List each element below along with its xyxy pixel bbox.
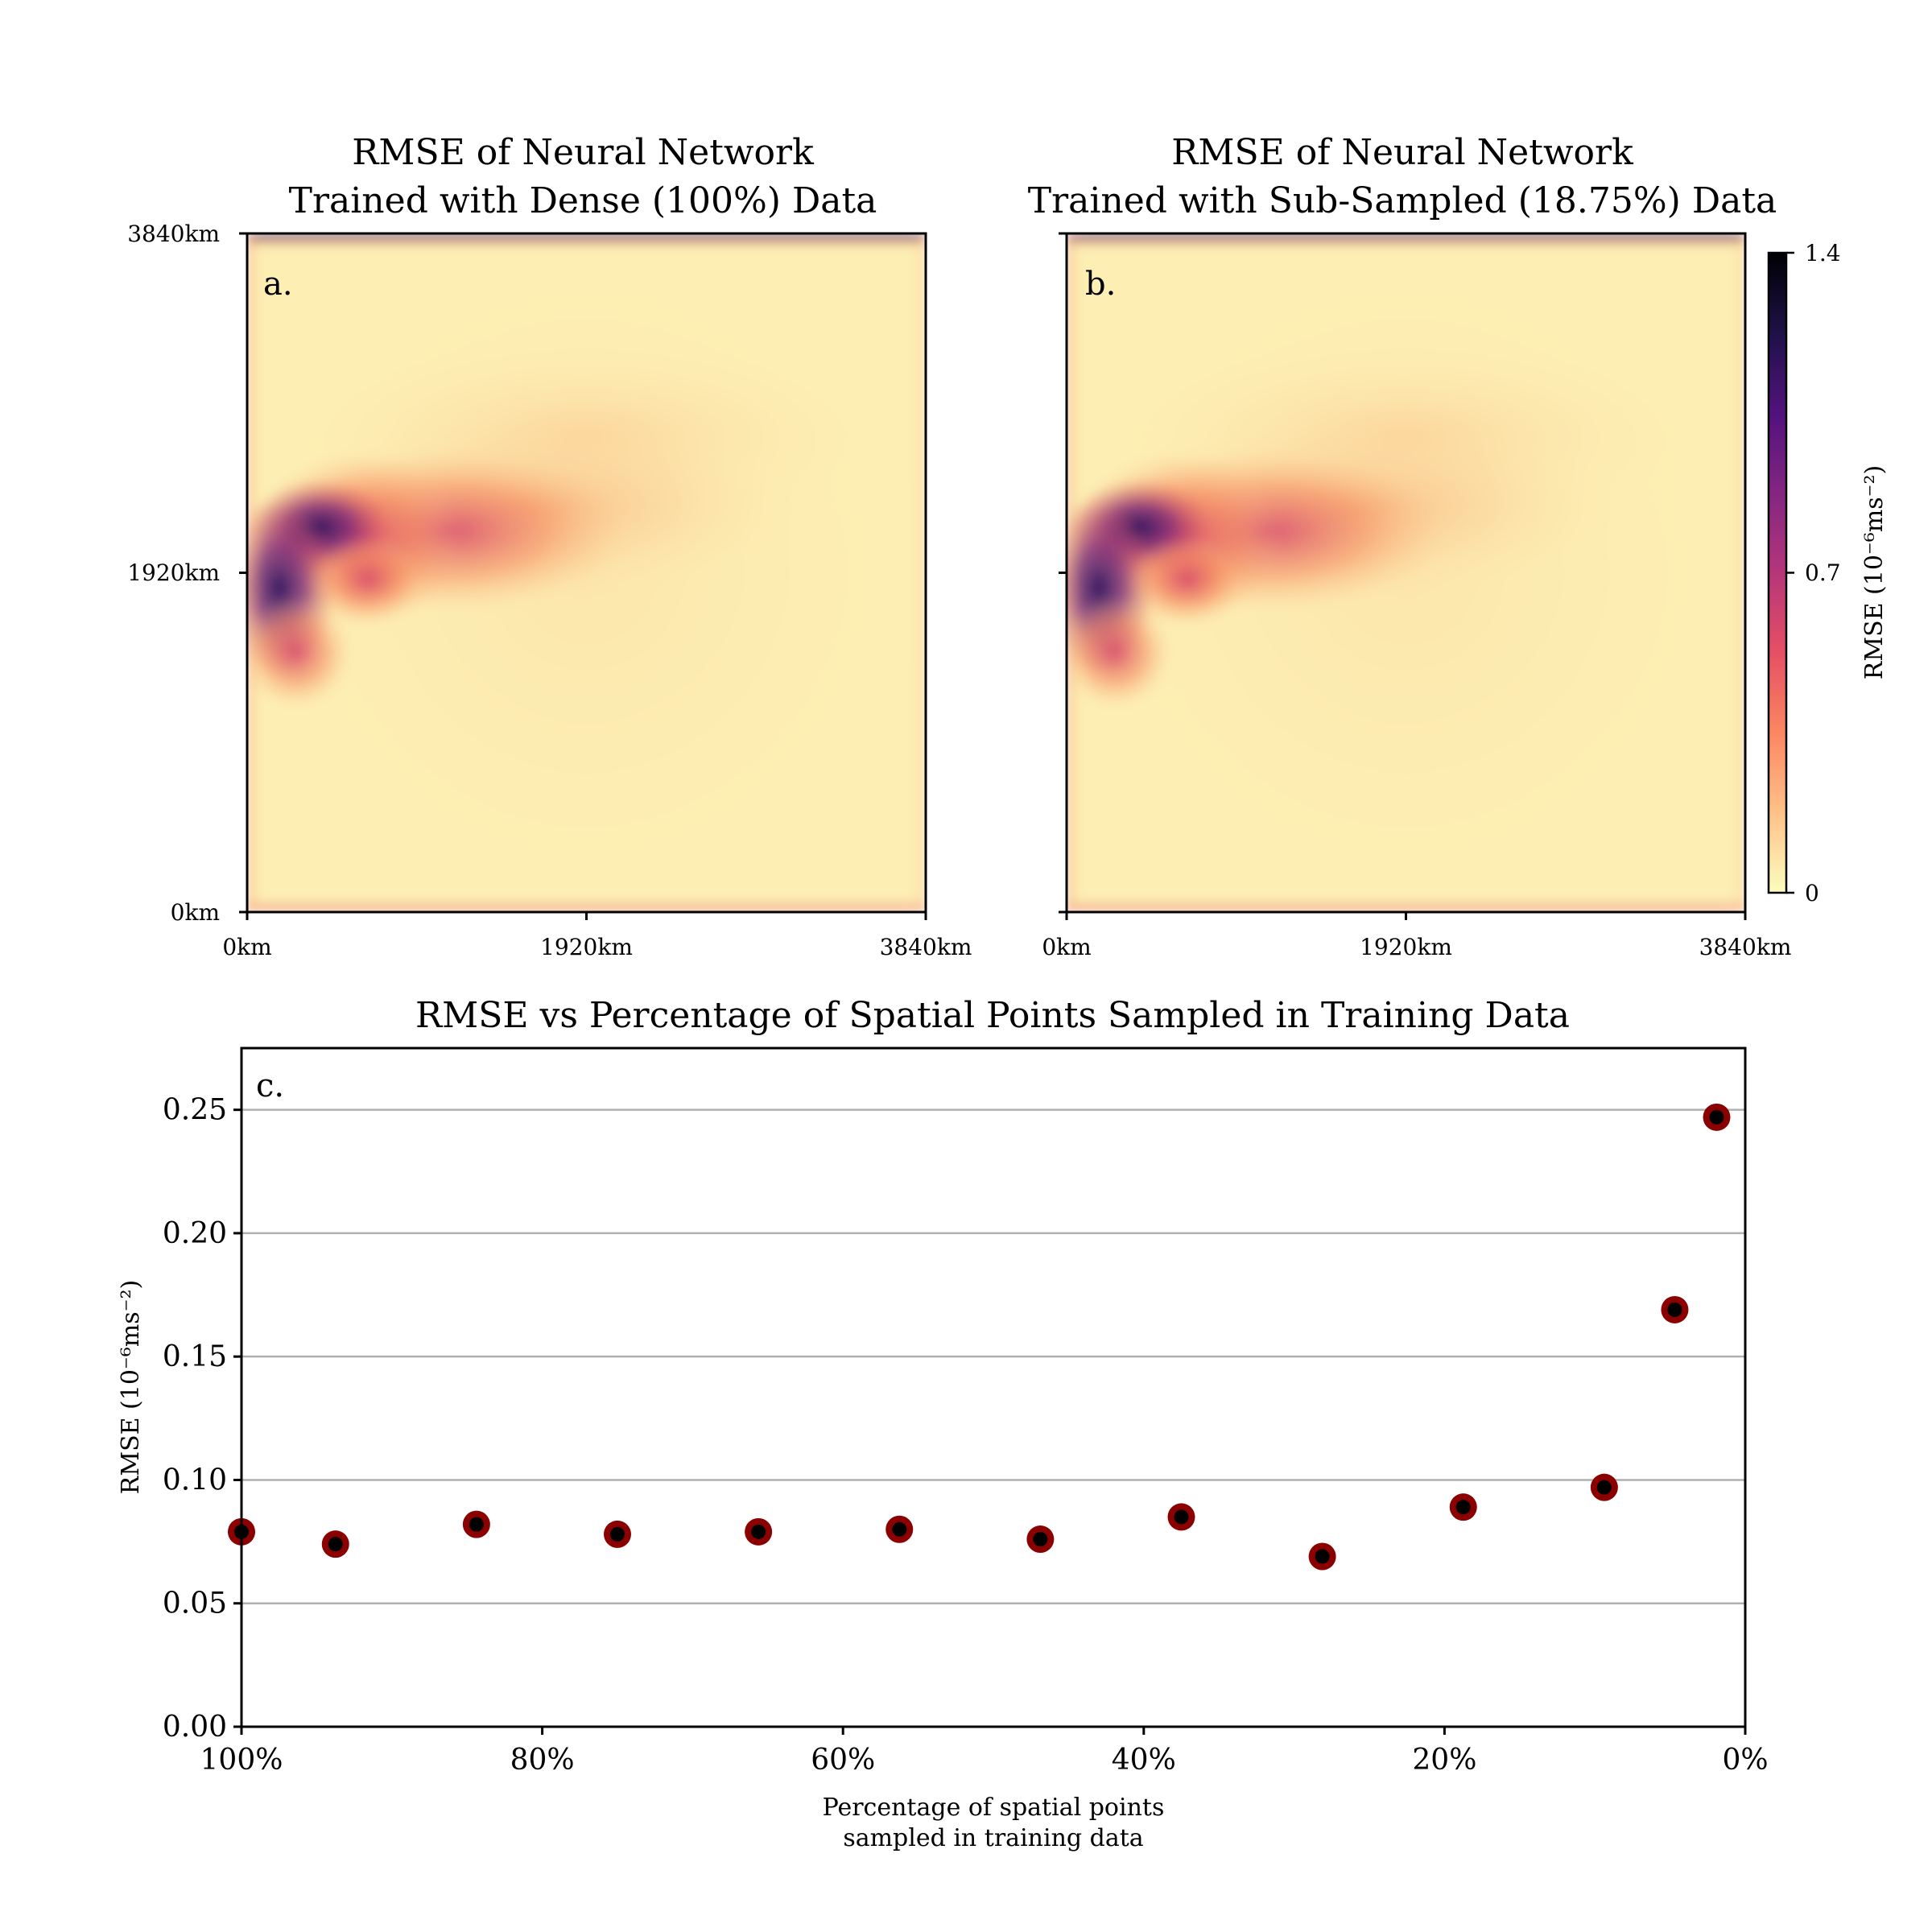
- panel-c-point: [1308, 1542, 1336, 1571]
- panel-c-point-core: [1033, 1532, 1048, 1547]
- panel-c-point-core: [892, 1521, 907, 1537]
- panel-c-xticks: 100% 80% 60% 40% 20% 0%: [200, 1727, 1769, 1777]
- panel-a-heatmap: [247, 233, 926, 912]
- panel-a-xtick-label-0: 0km: [222, 934, 271, 960]
- panel-b-label: b.: [1085, 266, 1116, 303]
- panel-c-ytick-label: 0.25: [163, 1094, 227, 1127]
- panel-c-xtick-label: 20%: [1412, 1744, 1476, 1777]
- panel-c-point: [1590, 1473, 1618, 1501]
- panel-c-yticks: 0.00 0.05 0.10 0.15 0.20 0.25: [163, 1094, 242, 1744]
- panel-c-point-core: [1174, 1509, 1189, 1525]
- panel-c: RMSE vs Percentage of Spatial Points Sam…: [117, 995, 1769, 1852]
- panel-c-ytick-label: 0.15: [163, 1340, 227, 1373]
- panel-a-ytick-label-0: 0km: [171, 899, 220, 926]
- panel-a-title-line1: RMSE of Neural Network: [352, 132, 814, 173]
- colorbar-gradient: [1769, 253, 1786, 893]
- panel-c-point: [604, 1520, 631, 1548]
- panel-c-point: [1026, 1525, 1055, 1554]
- panel-b-xtick-label-1: 1920km: [1360, 934, 1452, 960]
- colorbar-tick-label-1: 0.7: [1805, 559, 1841, 586]
- panel-c-xtick-label: 100%: [200, 1744, 283, 1777]
- panel-c-ytick-label: 0.20: [163, 1217, 227, 1250]
- panel-c-point-core: [328, 1537, 343, 1552]
- panel-b-xtick-label-2: 3840km: [1699, 934, 1792, 960]
- panel-c-point: [1661, 1295, 1689, 1323]
- panel-b-heatmap: [1067, 233, 1745, 912]
- panel-c-point-core: [1455, 1500, 1471, 1515]
- colorbar: 0 0.7 1.4 RMSE (10⁻⁶ms⁻²): [1767, 240, 1889, 906]
- panel-a-title-line2: Trained with Dense (100%) Data: [289, 180, 877, 221]
- panel-c-ytick-label: 0.05: [163, 1587, 227, 1620]
- panel-b-xtick-label-0: 0km: [1042, 934, 1091, 960]
- panel-c-xtick-label: 80%: [510, 1744, 575, 1777]
- panel-a-xtick-label-1: 1920km: [540, 934, 633, 960]
- panel-c-xtick-label: 60%: [811, 1744, 875, 1777]
- panel-c-point: [745, 1517, 773, 1546]
- panel-c-point-core: [469, 1517, 484, 1532]
- panel-c-point-core: [1667, 1302, 1682, 1317]
- panel-c-xtick-label: 0%: [1722, 1744, 1768, 1777]
- panel-a-xtick-label-2: 3840km: [880, 934, 972, 960]
- colorbar-tick-label-2: 1.4: [1805, 240, 1841, 266]
- colorbar-label: RMSE (10⁻⁶ms⁻²): [1860, 465, 1889, 679]
- panel-c-point: [1167, 1503, 1195, 1531]
- panel-c-ytick-label: 0.10: [163, 1463, 227, 1496]
- panel-c-point: [1703, 1103, 1731, 1131]
- panel-b-title-line1: RMSE of Neural Network: [1171, 132, 1633, 173]
- panel-c-point: [321, 1530, 349, 1558]
- panel-c-point: [886, 1515, 914, 1543]
- panel-c-xlabel-line2: sampled in training data: [843, 1824, 1143, 1852]
- panel-c-point-core: [1315, 1549, 1330, 1564]
- panel-c-points: [228, 1103, 1731, 1571]
- panel-c-ylabel: RMSE (10⁻⁶ms⁻²): [117, 1280, 145, 1494]
- panel-c-xlabel-line1: Percentage of spatial points: [823, 1794, 1165, 1822]
- panel-c-frame: [240, 1046, 1747, 1728]
- panel-c-point-core: [1596, 1480, 1612, 1495]
- panel-c-gridlines: [242, 1108, 1745, 1604]
- panel-a-ytick-label-2: 3840km: [127, 221, 220, 247]
- panel-c-point-core: [1709, 1109, 1724, 1125]
- panel-a-ytick-label-1: 1920km: [127, 559, 220, 586]
- panel-c-point-core: [610, 1526, 625, 1542]
- colorbar-tick-label-0: 0: [1805, 880, 1819, 906]
- panel-c-title: RMSE vs Percentage of Spatial Points Sam…: [415, 995, 1570, 1036]
- panel-c-xtick-label: 40%: [1112, 1744, 1176, 1777]
- panel-b: RMSE of Neural Network Trained with Sub-…: [1028, 132, 1889, 960]
- panel-c-point: [462, 1510, 490, 1538]
- panel-c-ytick-label: 0.00: [163, 1711, 227, 1744]
- panel-b-title-line2: Trained with Sub-Sampled (18.75%) Data: [1028, 180, 1777, 221]
- panel-a-label: a.: [263, 266, 293, 303]
- panel-c-point-core: [751, 1524, 766, 1539]
- panel-c-label: c.: [256, 1067, 284, 1104]
- panel-c-point: [1449, 1493, 1477, 1521]
- panel-a: RMSE of Neural Network Trained with Dens…: [127, 132, 972, 960]
